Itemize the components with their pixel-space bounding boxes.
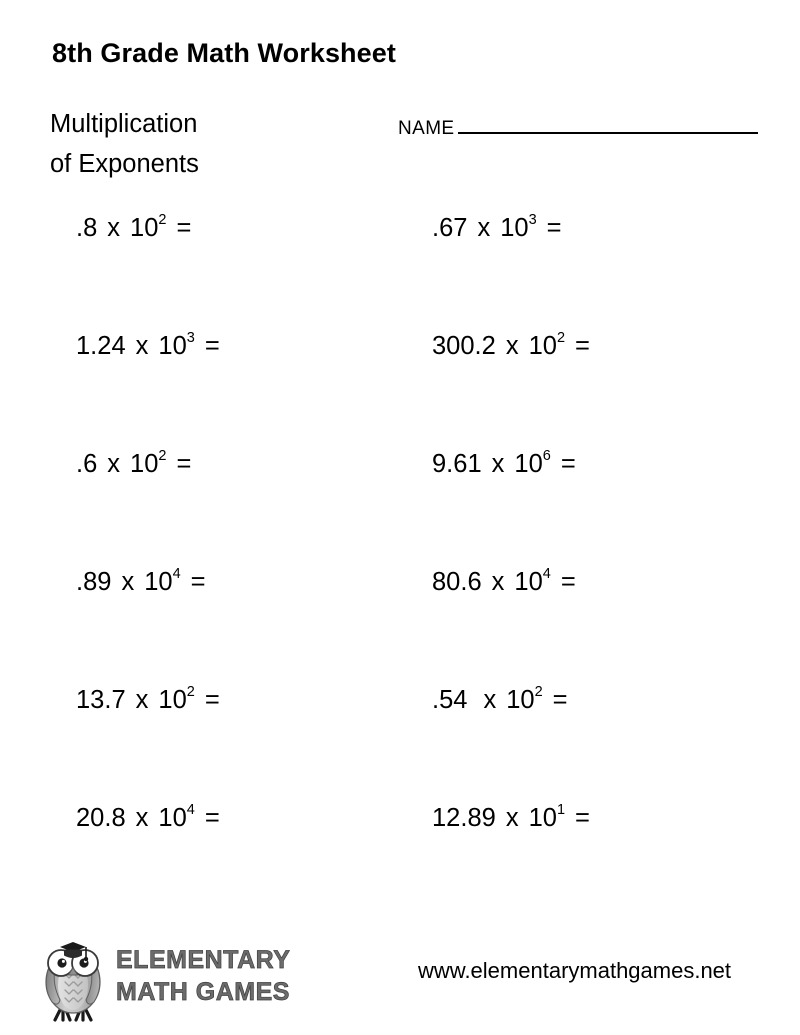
problem-exponent: 6: [542, 447, 551, 464]
problem-4[interactable]: 300.2 x 102 =: [432, 326, 590, 366]
problem-7[interactable]: .89 x 104 =: [76, 562, 206, 602]
problem-row: .89 x 104 = 80.6 x 104 =: [0, 562, 800, 680]
problem-11[interactable]: 20.8 x 104 =: [76, 798, 220, 838]
equals-sign: =: [575, 332, 590, 360]
owl-graduate-icon: [36, 930, 110, 1022]
brand-wordmark: ELEMENTARY MATH GAMES: [114, 942, 294, 1010]
problem-base: 10: [506, 686, 535, 714]
problem-exponent: 4: [186, 801, 195, 818]
problem-base: 10: [158, 804, 187, 832]
problem-exponent: 4: [542, 565, 551, 582]
problem-10[interactable]: .54 x 102 =: [432, 680, 568, 720]
multiplication-operator: x: [483, 686, 497, 714]
equals-sign: =: [552, 686, 568, 714]
multiplication-operator: x: [477, 214, 491, 242]
worksheet-subtitle-line-2: of Exponents: [50, 150, 199, 178]
equals-sign: =: [204, 686, 220, 714]
equals-sign: =: [560, 568, 576, 596]
problem-base: 10: [158, 332, 187, 360]
page-title: 8th Grade Math Worksheet: [52, 38, 396, 68]
problem-exponent: 2: [534, 683, 543, 700]
name-input-blank[interactable]: [457, 114, 758, 134]
problem-base: 10: [528, 804, 557, 832]
equals-sign: =: [560, 450, 576, 478]
problem-row: 13.7 x 102 = .54 x 102 =: [0, 680, 800, 798]
equals-sign: =: [204, 804, 220, 832]
equals-sign: =: [176, 214, 192, 242]
problem-exponent: 2: [186, 683, 195, 700]
equals-sign: =: [190, 568, 206, 596]
problem-base: 10: [158, 686, 187, 714]
problem-base: 10: [130, 214, 159, 242]
problem-exponent: 2: [158, 447, 167, 464]
problem-coefficient: .67: [432, 214, 468, 242]
problem-12[interactable]: 12.89 x 101 =: [432, 798, 590, 838]
problem-exponent: 3: [528, 211, 537, 228]
footer: ELEMENTARY MATH GAMES: [0, 918, 800, 1028]
multiplication-operator: x: [491, 450, 505, 478]
problem-row: 1.24 x 103 = 300.2 x 102 =: [0, 326, 800, 444]
problem-coefficient: .6: [76, 450, 98, 478]
problem-coefficient: .89: [76, 568, 112, 596]
brand-logo[interactable]: ELEMENTARY MATH GAMES: [36, 930, 294, 1022]
problem-base: 10: [130, 450, 159, 478]
site-url[interactable]: www.elementarymathgames.net: [418, 958, 732, 983]
problem-coefficient: 80.6: [432, 568, 482, 596]
worksheet-subtitle: Multiplication of Exponents: [50, 104, 350, 184]
problem-coefficient: 1.24: [76, 332, 126, 360]
problem-3[interactable]: 1.24 x 103 =: [76, 326, 220, 366]
multiplication-operator: x: [491, 568, 505, 596]
problem-coefficient: 12.89: [432, 804, 496, 832]
problem-list: .8 x 102 = .67 x 103 = 1.24 x 103 = 300.2 x 102 = .6 x 102…: [0, 208, 800, 916]
name-field: NAME: [398, 114, 758, 140]
multiplication-operator: x: [135, 804, 149, 832]
multiplication-operator: x: [107, 450, 121, 478]
problem-exponent: 4: [172, 565, 181, 582]
problem-8[interactable]: 80.6 x 104 =: [432, 562, 576, 602]
problem-row: 20.8 x 104 = 12.89 x 101 =: [0, 798, 800, 916]
multiplication-operator: x: [505, 804, 519, 832]
problem-9[interactable]: 13.7 x 102 =: [76, 680, 220, 720]
problem-base: 10: [514, 568, 543, 596]
problem-base: 10: [528, 332, 557, 360]
problem-exponent: 3: [186, 329, 195, 346]
problem-coefficient: .8: [76, 214, 98, 242]
equals-sign: =: [546, 214, 562, 242]
problem-base: 10: [144, 568, 173, 596]
multiplication-operator: x: [121, 568, 135, 596]
problem-coefficient: 13.7: [76, 686, 126, 714]
problem-6[interactable]: 9.61 x 106 =: [432, 444, 576, 484]
svg-text:ELEMENTARY: ELEMENTARY: [116, 946, 290, 974]
multiplication-operator: x: [135, 686, 149, 714]
problem-1[interactable]: .8 x 102 =: [76, 208, 191, 248]
svg-text:MATH GAMES: MATH GAMES: [116, 978, 290, 1006]
multiplication-operator: x: [107, 214, 121, 242]
equals-sign: =: [204, 332, 220, 360]
multiplication-operator: x: [505, 332, 519, 360]
problem-coefficient: 20.8: [76, 804, 126, 832]
problem-coefficient: 300.2: [432, 332, 496, 360]
worksheet-subtitle-line-1: Multiplication: [50, 110, 198, 138]
problem-base: 10: [500, 214, 529, 242]
problem-coefficient: .54: [432, 686, 468, 714]
name-label: NAME: [398, 118, 455, 139]
problem-2[interactable]: .67 x 103 =: [432, 208, 562, 248]
problem-exponent: 2: [556, 329, 566, 346]
equals-sign: =: [575, 804, 590, 832]
problem-row: .8 x 102 = .67 x 103 =: [0, 208, 800, 326]
multiplication-operator: x: [135, 332, 149, 360]
problem-exponent: 2: [158, 211, 167, 228]
problem-5[interactable]: .6 x 102 =: [76, 444, 191, 484]
problem-exponent: 1: [556, 801, 566, 818]
problem-row: .6 x 102 = 9.61 x 106 =: [0, 444, 800, 562]
problem-base: 10: [514, 450, 543, 478]
problem-coefficient: 9.61: [432, 450, 482, 478]
equals-sign: =: [176, 450, 192, 478]
